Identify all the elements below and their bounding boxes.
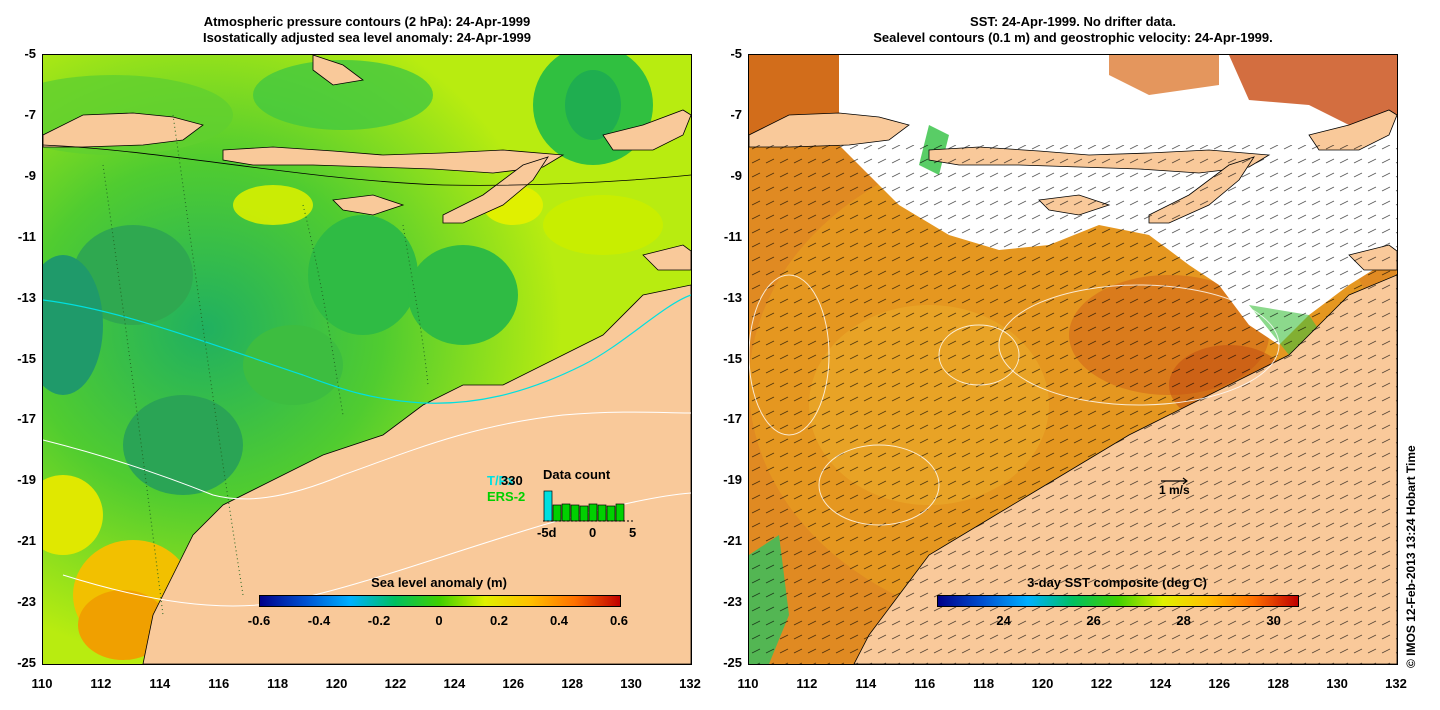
left-colorbar-ticks: -0.6 -0.4 -0.2 0 0.2 0.4 0.6: [248, 613, 628, 629]
right-y-tick-9: -23: [723, 594, 742, 610]
right-y-tick-0: -5: [730, 46, 742, 61]
left-y-tick-9: -23: [17, 594, 36, 610]
left-y-tick-10: -25: [17, 655, 36, 670]
right-y-tick-4: -13: [723, 289, 742, 305]
right-map-panel: 1 m/s 3-day SST composite (deg C) 24 26 28…: [748, 54, 1398, 665]
tp-series-label: T/Px: [487, 473, 515, 488]
right-x-tick-8: 126: [1208, 676, 1231, 691]
right-y-tick-1: -7: [730, 106, 742, 122]
left-y-tick-6: -17: [17, 411, 36, 427]
imos-credit: © IMOS 12-Feb-2013 13:24 Hobart Time: [1404, 445, 1418, 668]
left-y-axis: -5 -7 -9 -11 -13 -15 -17 -19 -21 -23 -25: [0, 46, 40, 670]
right-x-tick-7: 124: [1149, 676, 1172, 691]
data-count-bars: [543, 490, 633, 522]
right-title-line1: SST: 24-Apr-1999. No drifter data.: [970, 14, 1176, 29]
right-colorbar-label: 3-day SST composite (deg C): [1027, 575, 1207, 590]
left-y-tick-8: -21: [17, 533, 36, 549]
right-x-tick-6: 122: [1090, 676, 1113, 691]
right-x-tick-3: 116: [914, 676, 936, 691]
left-x-tick-4: 118: [267, 676, 289, 691]
left-cbar-tick-3: 0: [435, 613, 443, 628]
right-cbar-tick-1: 26: [1086, 613, 1101, 628]
sea-level-anomaly-map: [43, 55, 691, 664]
right-cbar-tick-2: 28: [1176, 613, 1191, 628]
inset-x-tick-1: -5d: [537, 525, 557, 540]
right-y-tick-2: -9: [730, 167, 742, 183]
right-x-tick-0: 110: [737, 676, 759, 691]
right-x-tick-1: 112: [796, 676, 818, 691]
left-cbar-tick-6: 0.6: [609, 613, 629, 628]
right-y-tick-3: -11: [723, 228, 742, 244]
right-y-tick-10: -25: [723, 655, 742, 670]
left-colorbar-label: Sea level anomaly (m): [371, 575, 507, 590]
left-cbar-tick-1: -0.4: [307, 613, 331, 628]
right-y-tick-5: -15: [723, 350, 742, 366]
left-x-tick-2: 114: [149, 676, 171, 691]
left-x-tick-9: 128: [561, 676, 584, 691]
ers2-series-label: ERS-2: [487, 489, 526, 504]
left-x-axis: 110 112 114 116 118 120 122 124 126 128 130 132: [32, 676, 701, 694]
inset-x-tick-3: 5: [629, 525, 637, 540]
right-x-tick-11: 132: [1385, 676, 1407, 691]
left-map-panel: Data count T/Px 330 ERS-2 -5d 0 5 Sea le…: [42, 54, 692, 665]
data-count-title: Data count: [543, 467, 611, 482]
tp-count-label: 330: [501, 473, 523, 488]
right-x-tick-2: 114: [855, 676, 877, 691]
right-cbar-tick-3: 30: [1266, 613, 1281, 628]
velocity-scale: 1 m/s: [1159, 473, 1209, 503]
right-colorbar: [937, 595, 1299, 607]
left-x-tick-10: 130: [620, 676, 642, 691]
left-x-tick-3: 116: [208, 676, 230, 691]
left-x-tick-7: 124: [443, 676, 466, 691]
right-x-tick-4: 118: [973, 676, 995, 691]
left-title-line1: Atmospheric pressure contours (2 hPa): 2…: [203, 14, 531, 29]
right-y-axis: -5 -7 -9 -11 -13 -15 -17 -19 -21 -23 -25: [706, 46, 746, 670]
right-y-tick-6: -17: [723, 411, 742, 427]
right-x-tick-9: 128: [1267, 676, 1290, 691]
left-x-tick-0: 110: [31, 676, 53, 691]
left-x-tick-6: 122: [384, 676, 407, 691]
left-y-tick-2: -9: [24, 167, 36, 183]
right-x-tick-5: 120: [1031, 676, 1054, 691]
velocity-scale-label: 1 m/s: [1159, 483, 1190, 497]
left-x-tick-1: 112: [90, 676, 112, 691]
right-title-line2: Sealevel contours (0.1 m) and geostrophi…: [873, 30, 1273, 45]
inset-x-tick-2: 0: [589, 525, 597, 540]
left-y-tick-7: -19: [17, 472, 36, 488]
left-cbar-tick-5: 0.4: [549, 613, 569, 628]
left-y-tick-0: -5: [24, 46, 36, 61]
left-y-tick-5: -15: [17, 350, 36, 366]
left-x-tick-5: 120: [325, 676, 348, 691]
sst-map: [749, 55, 1397, 664]
left-y-tick-1: -7: [24, 106, 36, 122]
data-count-inset: Data count T/Px 330 ERS-2 -5d 0 5: [483, 465, 643, 545]
right-x-axis: 110 112 114 116 118 120 122 124 126 128 130 132: [738, 676, 1407, 694]
left-x-tick-8: 126: [502, 676, 525, 691]
left-cbar-tick-2: -0.2: [367, 613, 391, 628]
right-cbar-tick-0: 24: [996, 613, 1011, 628]
right-x-tick-10: 130: [1326, 676, 1348, 691]
left-title-line2: Isostatically adjusted sea level anomaly…: [202, 30, 532, 45]
left-x-tick-11: 132: [679, 676, 701, 691]
right-y-tick-7: -19: [723, 472, 742, 488]
right-colorbar-ticks: 24 26 28 30: [937, 613, 1297, 629]
tp-count-bar: [543, 490, 553, 522]
left-cbar-tick-4: 0.2: [489, 613, 509, 628]
left-y-tick-3: -11: [17, 228, 36, 244]
left-y-tick-4: -13: [17, 289, 36, 305]
left-colorbar: [259, 595, 621, 607]
right-y-tick-8: -21: [723, 533, 742, 549]
left-cbar-tick-0: -0.6: [247, 613, 271, 628]
